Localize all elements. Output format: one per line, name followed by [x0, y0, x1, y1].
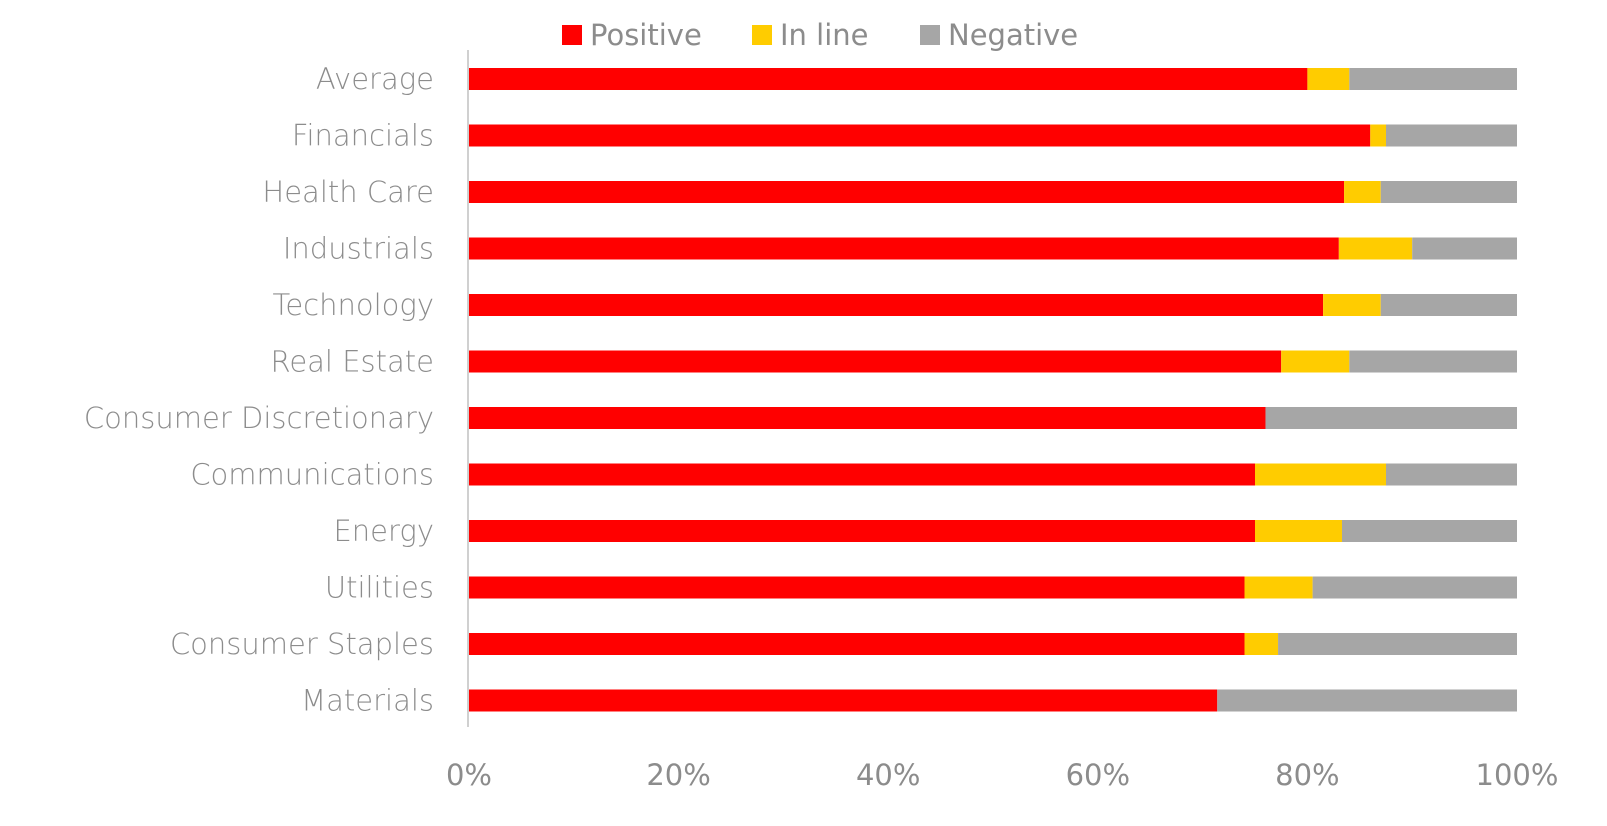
bar-segment-in-line [1281, 350, 1350, 373]
bar-row [469, 181, 1517, 203]
bar-segment-positive [469, 633, 1245, 655]
bar-segment-positive [469, 237, 1339, 260]
bar-segment-positive [469, 124, 1371, 147]
bar-segment-negative [1386, 463, 1517, 486]
bar-row [469, 633, 1517, 655]
bar-segment-in-line [1323, 294, 1381, 316]
bar-row [469, 463, 1517, 486]
bar-row [469, 294, 1517, 316]
x-tick-labels: 0% 20% 40% 60% 80% 100% [446, 758, 1558, 792]
bar-segment-negative [1278, 633, 1517, 655]
bar-segment-in-line [1255, 520, 1342, 542]
category-label: Materials [301, 684, 434, 718]
x-tick-label: 100% [1476, 758, 1559, 792]
category-label: Real Estate [270, 345, 434, 379]
bar-segment-positive [469, 463, 1255, 486]
bar-row [469, 124, 1517, 147]
bars [469, 68, 1517, 712]
bar-segment-negative [1349, 350, 1517, 373]
category-label: Consumer Discretionary [84, 401, 434, 435]
legend-swatch [752, 25, 772, 45]
category-labels: Average Financials Health Care Industrials T… [84, 62, 434, 718]
bar-segment-in-line [1338, 237, 1413, 260]
category-label: Energy [333, 514, 434, 548]
legend-label: Negative [948, 18, 1078, 52]
bar-segment-negative [1341, 520, 1517, 542]
bar-segment-negative [1217, 689, 1517, 712]
bar-segment-positive [469, 68, 1308, 90]
legend-item-negative: Negative [920, 18, 1078, 52]
bar-segment-positive [469, 689, 1218, 712]
x-tick-label: 80% [1275, 758, 1339, 792]
category-label: Health Care [262, 175, 434, 209]
category-label: Financials [292, 119, 434, 153]
bar-segment-positive [469, 407, 1266, 429]
category-label: Average [316, 62, 434, 96]
bar-row [469, 576, 1517, 599]
legend-item-positive: Positive [562, 18, 702, 52]
bar-row [469, 407, 1517, 429]
category-label: Technology [273, 288, 434, 322]
bar-segment-negative [1380, 294, 1517, 316]
x-tick-label: 40% [856, 758, 920, 792]
x-tick-label: 0% [446, 758, 492, 792]
bar-segment-negative [1312, 576, 1517, 599]
bar-row [469, 237, 1517, 260]
bar-row [469, 689, 1517, 712]
bar-segment-positive [469, 181, 1345, 203]
bar-row [469, 68, 1517, 90]
category-label: Utilities [325, 571, 434, 605]
bar-segment-in-line [1370, 124, 1386, 147]
bar-segment-positive [469, 350, 1282, 373]
bar-segment-negative [1386, 124, 1517, 147]
legend-label: In line [780, 18, 869, 52]
bar-segment-in-line [1255, 463, 1386, 486]
bar-segment-negative [1349, 68, 1517, 90]
bar-segment-negative [1265, 407, 1517, 429]
bar-segment-in-line [1244, 576, 1313, 599]
bar-segment-in-line [1307, 68, 1350, 90]
legend-item-in-line: In line [752, 18, 869, 52]
category-label: Consumer Staples [170, 627, 434, 661]
bar-segment-positive [469, 294, 1324, 316]
bar-segment-negative [1380, 181, 1517, 203]
legend-swatch [562, 25, 582, 45]
legend-swatch [920, 25, 940, 45]
bar-row [469, 520, 1517, 542]
bar-row [469, 350, 1517, 373]
bar-segment-in-line [1344, 181, 1381, 203]
bar-segment-in-line [1244, 633, 1279, 655]
category-label: Industrials [283, 232, 434, 266]
bar-segment-positive [469, 520, 1255, 542]
category-label: Communications [190, 458, 434, 492]
bar-segment-negative [1412, 237, 1517, 260]
x-tick-label: 60% [1066, 758, 1130, 792]
x-tick-label: 20% [646, 758, 710, 792]
legend-label: Positive [590, 18, 702, 52]
legend: Positive In line Negative [562, 18, 1078, 52]
bar-segment-positive [469, 576, 1245, 599]
